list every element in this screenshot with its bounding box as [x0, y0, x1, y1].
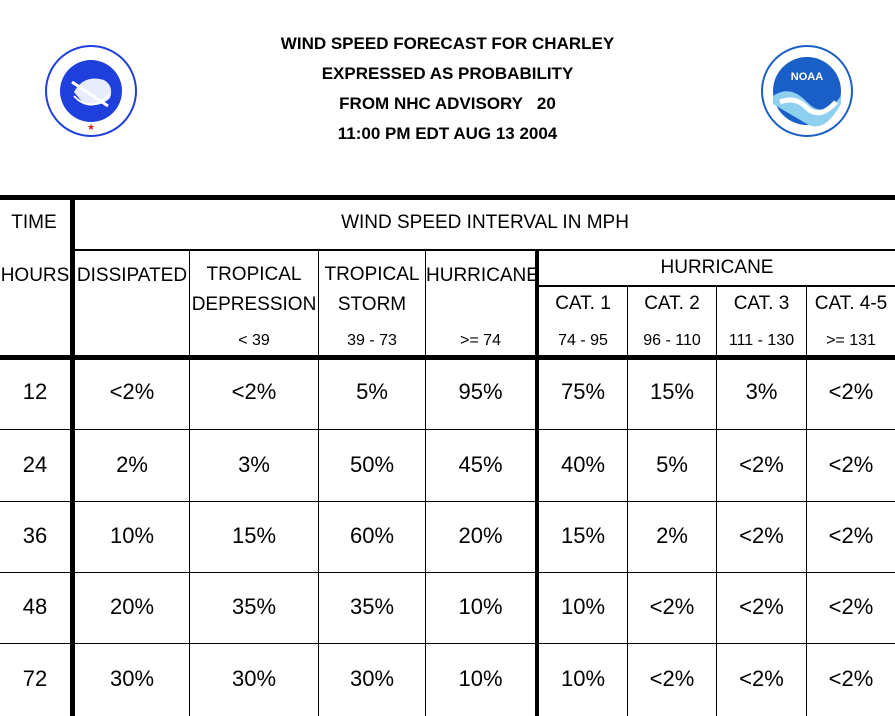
- nws-logo: ★: [44, 44, 138, 138]
- cat1-range: 74 - 95: [558, 332, 608, 349]
- col-divider-1: [189, 251, 190, 716]
- row-12-cat3: 3%: [745, 379, 778, 404]
- row-24-tropical-depression: 3%: [238, 452, 270, 477]
- time-column-divider: [70, 195, 75, 716]
- hurricane-group-divider: [537, 285, 895, 287]
- cat1-header: CAT. 1: [555, 293, 611, 314]
- cat45-header: CAT. 4-5: [814, 293, 888, 314]
- hours-header: HOURS: [0, 265, 70, 286]
- row-48-cat45: <2%: [828, 594, 874, 619]
- interval-header: WIND SPEED INTERVAL IN MPH: [341, 212, 629, 233]
- row-72-cat45: <2%: [828, 666, 874, 691]
- row-36-cat3: <2%: [739, 523, 784, 548]
- time-header: TIME: [11, 212, 57, 233]
- tropical-storm-range: 39 - 73: [347, 332, 397, 349]
- row-24-hurricane: 45%: [458, 452, 503, 477]
- noaa-logo-svg: NOAA: [761, 45, 853, 137]
- noaa-logo-text: NOAA: [791, 71, 823, 83]
- row-12-tropical-storm: 5%: [356, 379, 388, 404]
- row-48-cat2: <2%: [649, 594, 695, 619]
- tropical-depression-header-line1: TROPICAL: [206, 264, 302, 285]
- row-36-cat2: 2%: [656, 523, 688, 548]
- row-24-tropical-storm: 50%: [349, 452, 395, 477]
- row-48-cat3: <2%: [739, 594, 784, 619]
- nws-logo-svg: ★: [45, 45, 137, 137]
- row-36-dissipated: 10%: [109, 523, 155, 548]
- cat2-header: CAT. 2: [644, 293, 700, 314]
- row-12-cat2: 15%: [649, 379, 695, 404]
- col-divider-6: [716, 287, 717, 716]
- row-divider-4: [0, 643, 895, 644]
- row-48-tropical-storm: 35%: [349, 594, 395, 619]
- row-24-cat1: 40%: [560, 452, 606, 477]
- table-top-border: [0, 195, 895, 200]
- row-72-tropical-depression: 30%: [231, 666, 277, 691]
- row-48-hurricane: 10%: [458, 594, 503, 619]
- row-12-tropical-depression: <2%: [231, 379, 277, 404]
- noaa-logo: NOAA: [760, 44, 854, 138]
- row-12-hurricane: 95%: [458, 379, 503, 404]
- hurricane-range: >= 74: [460, 332, 501, 349]
- header-bottom-border: [0, 355, 895, 360]
- row-36-tropical-depression: 15%: [231, 523, 277, 548]
- row-72-cat3: <2%: [739, 666, 784, 691]
- col-divider-7: [806, 287, 807, 716]
- tropical-depression-range: < 39: [238, 332, 270, 349]
- row-72-dissipated: 30%: [109, 666, 155, 691]
- row-72-cat1: 10%: [560, 666, 606, 691]
- hurricane-header: HURRICANE: [426, 265, 539, 286]
- tropical-storm-header-line2: STORM: [337, 294, 407, 315]
- cat3-header: CAT. 3: [733, 293, 790, 314]
- row-24-dissipated: 2%: [116, 452, 148, 477]
- row-36-tropical-storm: 60%: [349, 523, 395, 548]
- cat2-range: 96 - 110: [643, 332, 701, 349]
- row-72-hours: 72: [22, 666, 48, 691]
- row-36-hours: 36: [22, 523, 48, 548]
- col-divider-3: [425, 251, 426, 716]
- row-12-cat1: 75%: [560, 379, 606, 404]
- cat3-range: 111 - 130: [728, 332, 795, 349]
- row-36-cat1: 15%: [560, 523, 606, 548]
- tropical-storm-header-line1: TROPICAL: [324, 264, 420, 285]
- title-line-1: WIND SPEED FORECAST FOR CHARLEY: [280, 34, 615, 53]
- tropical-depression-header-line2: DEPRESSION: [191, 294, 317, 315]
- hurricane-group-left-border: [535, 251, 539, 716]
- row-72-cat2: <2%: [649, 666, 695, 691]
- col-divider-5: [627, 287, 628, 716]
- row-divider-1: [0, 429, 895, 430]
- title-line-2: EXPRESSED AS PROBABILITY: [321, 64, 574, 83]
- row-24-cat45: <2%: [828, 452, 874, 477]
- dissipated-header: DISSIPATED: [76, 265, 188, 286]
- title-line-3: FROM NHC ADVISORY 20: [339, 94, 556, 113]
- row-12-dissipated: <2%: [109, 379, 155, 404]
- row-72-tropical-storm: 30%: [349, 666, 395, 691]
- row-48-tropical-depression: 35%: [231, 594, 277, 619]
- row-divider-2: [0, 501, 895, 502]
- row-12-hours: 12: [22, 379, 48, 404]
- cat45-range: >= 131: [826, 332, 876, 349]
- row-48-hours: 48: [22, 594, 48, 619]
- row-48-cat1: 10%: [560, 594, 606, 619]
- row-48-dissipated: 20%: [109, 594, 155, 619]
- row-12-cat45: <2%: [828, 379, 874, 404]
- svg-text:★: ★: [87, 123, 95, 133]
- row-72-hurricane: 10%: [458, 666, 503, 691]
- row-24-cat2: 5%: [656, 452, 688, 477]
- header-divider: [73, 249, 895, 251]
- row-divider-3: [0, 572, 895, 573]
- row-24-cat3: <2%: [739, 452, 784, 477]
- row-36-cat45: <2%: [828, 523, 874, 548]
- row-24-hours: 24: [22, 452, 48, 477]
- hurricane-group-header: HURRICANE: [660, 257, 774, 278]
- row-36-hurricane: 20%: [458, 523, 503, 548]
- title-line-4: 11:00 PM EDT AUG 13 2004: [337, 124, 558, 143]
- col-divider-2: [318, 251, 319, 716]
